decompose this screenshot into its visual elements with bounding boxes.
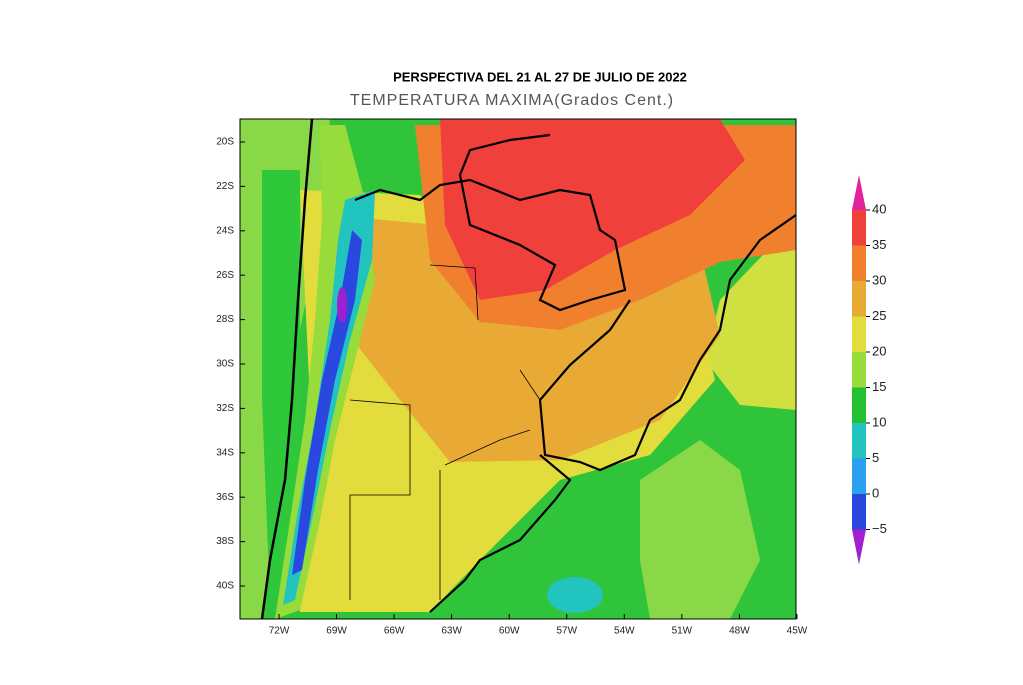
title: PERSPECTIVA DEL 21 AL 27 DE JULIO DE 202…	[393, 69, 687, 84]
lat-label: 30S	[216, 359, 234, 370]
legend-label: 15	[872, 379, 886, 394]
lon-label: 54W	[614, 626, 635, 637]
uruguay-border	[538, 214, 796, 472]
lat-label: 36S	[216, 492, 234, 503]
borders	[260, 119, 796, 619]
lon-label: 66W	[384, 626, 405, 637]
lat-label: 32S	[216, 403, 234, 414]
legend-swatch	[852, 423, 866, 459]
map-frame	[239, 118, 797, 620]
sea-field-5-10	[547, 577, 603, 613]
legend-swatch	[852, 352, 866, 388]
legend-swatch	[852, 458, 866, 494]
lon-label: 45W	[787, 626, 808, 637]
lon-label: 69W	[326, 626, 347, 637]
legend-label: 40	[872, 201, 886, 216]
legend-swatch	[852, 387, 866, 423]
atlantic-coast	[429, 454, 572, 613]
legend-label: 0	[872, 485, 879, 500]
atlantic-field	[705, 220, 796, 410]
lat-label: 20S	[216, 137, 234, 148]
lat-label: 34S	[216, 447, 234, 458]
legend-label: 25	[872, 308, 886, 323]
legend-label: 5	[872, 450, 879, 465]
lon-label: 60W	[499, 626, 520, 637]
legend-swatch	[852, 245, 866, 281]
lon-label: 63W	[441, 626, 462, 637]
lat-label: 28S	[216, 314, 234, 325]
lon-label: 51W	[672, 626, 693, 637]
legend-swatch	[852, 494, 866, 530]
legend-cap-top	[852, 175, 866, 210]
pacific-coast	[260, 119, 314, 619]
legend-label: 30	[872, 272, 886, 287]
lon-label: 72W	[269, 626, 290, 637]
lat-label: 40S	[216, 581, 234, 592]
legend-label: 10	[872, 414, 886, 429]
field-below-minus-5	[337, 287, 347, 323]
province-borders	[349, 264, 541, 600]
legend-label: −5	[872, 521, 887, 536]
axis-labels: 20S 22S 24S 26S 28S 30S 32S 34S 36S 38S 40S 72W 69W 6…	[216, 137, 808, 637]
subtitle: TEMPERATURA MAXIMA(Grados Cent.)	[350, 92, 674, 109]
color-legend: 40 35 30 25 20 15 10 5 0 −5	[852, 175, 887, 565]
temperature-field	[240, 119, 796, 619]
lat-label: 26S	[216, 270, 234, 281]
ocean-field-15-20	[640, 440, 760, 619]
lon-label: 57W	[556, 626, 577, 637]
paraguay-bolivia-border	[354, 133, 627, 312]
lat-label: 38S	[216, 536, 234, 547]
lat-label: 24S	[216, 225, 234, 236]
lat-label: 22S	[216, 181, 234, 192]
legend-cap-bottom	[852, 529, 866, 565]
field-35-40	[440, 119, 745, 300]
legend-swatch	[852, 210, 866, 246]
legend-swatch	[852, 316, 866, 352]
lon-label: 48W	[729, 626, 750, 637]
pacific-coast-field	[262, 170, 300, 600]
legend-label: 35	[872, 237, 886, 252]
legend-label: 20	[872, 343, 886, 358]
legend-swatch	[852, 281, 866, 317]
